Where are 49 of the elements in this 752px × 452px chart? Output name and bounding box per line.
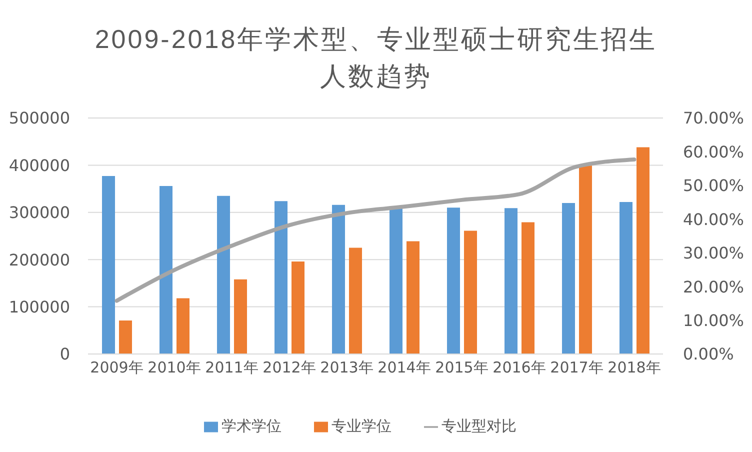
bar [274, 201, 288, 354]
bar [332, 204, 345, 354]
y2-tick-label: 10.00% [683, 310, 744, 330]
bar [349, 248, 362, 354]
bar [620, 202, 632, 354]
x-tick-label: 2010年 [148, 358, 201, 377]
y2-tick-label: 70.00% [683, 108, 744, 128]
bar [119, 320, 132, 354]
bar [406, 241, 420, 354]
x-tick-label: 2009年 [90, 358, 144, 377]
bar [562, 202, 575, 354]
legend-label: 学术学位 [222, 417, 282, 435]
bar [234, 279, 247, 354]
y2-tick-label: 60.00% [683, 142, 744, 162]
chart-title: 2009-2018年学术型、专业型硕士研究生招生人数趋势 [94, 23, 658, 93]
x-tick-label: 2017年 [550, 358, 604, 377]
y2-tick-label: 40.00% [683, 210, 744, 229]
bar [504, 208, 518, 354]
bar [160, 186, 172, 354]
bar [579, 166, 592, 354]
bar [464, 230, 477, 354]
x-tick-label: 2014年 [378, 358, 431, 377]
y2-tick-label: 0.00% [683, 344, 734, 364]
bar [176, 298, 190, 354]
y-tick-label: 100000 [8, 297, 70, 316]
x-tick-label: 2016年 [492, 358, 546, 377]
bar [102, 176, 115, 354]
bar [292, 261, 304, 354]
x-tick-label: 2015年 [435, 358, 488, 377]
x-tick-label: 2018年 [608, 358, 661, 377]
y-tick-label: 400000 [8, 156, 70, 175]
y2-tick-label: 50.00% [683, 176, 744, 196]
bar [522, 222, 534, 354]
line-series [114, 157, 636, 303]
bar [636, 147, 650, 354]
x-tick-label: 2012年 [262, 358, 316, 377]
y2-tick-label: 20.00% [683, 277, 744, 296]
bar [390, 207, 402, 354]
y-tick-label: 0 [60, 344, 70, 364]
bar [447, 208, 460, 354]
y-tick-label: 200000 [8, 250, 70, 270]
legend-label: 专业型对比 [442, 417, 516, 435]
legend-label: 专业学位 [332, 417, 392, 435]
y-tick-label: 500000 [8, 108, 70, 128]
y-tick-label: 300000 [8, 203, 70, 222]
x-tick-label: 2013年 [320, 358, 374, 377]
x-tick-label: 2011年 [205, 358, 258, 377]
bar [217, 196, 230, 354]
y2-tick-label: 30.00% [683, 244, 744, 263]
